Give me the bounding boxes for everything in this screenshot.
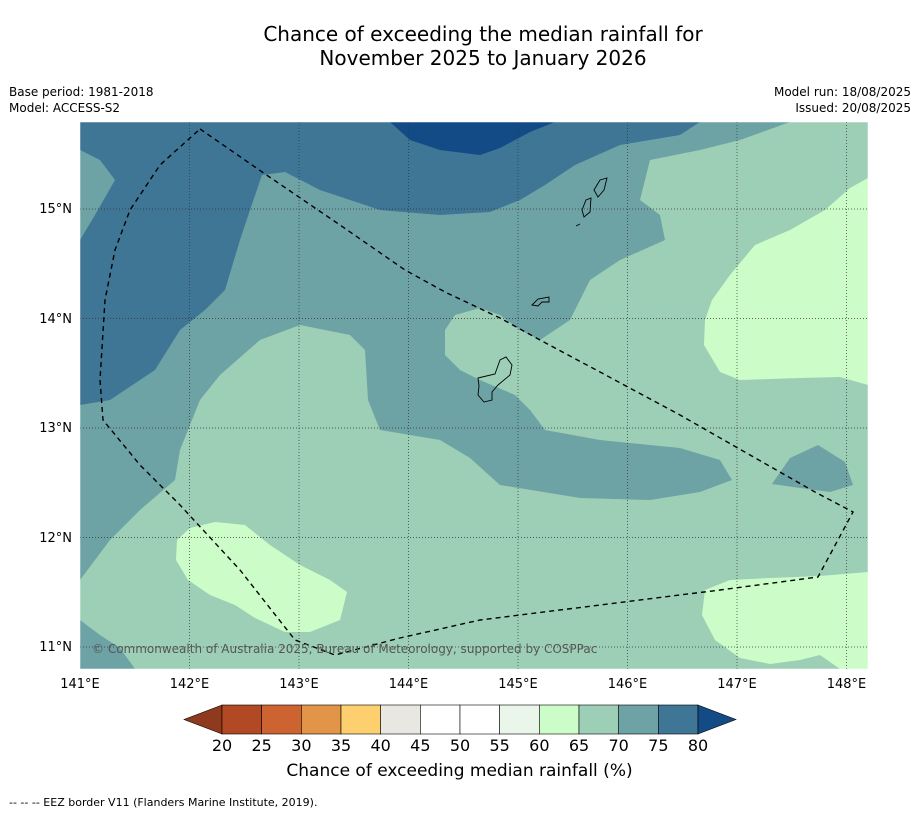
- colorbar-tick-label: 25: [251, 736, 271, 755]
- lon-label: 144°E: [389, 677, 429, 692]
- contour-60-65-southeast: [702, 572, 868, 669]
- colorbar-segment: [420, 704, 461, 735]
- lat-label: 13°N: [39, 421, 72, 436]
- lon-label: 146°E: [608, 677, 648, 692]
- colorbar-tick-label: 40: [370, 736, 390, 755]
- lat-label: 14°N: [39, 312, 72, 327]
- colorbar-tick-label: 50: [450, 736, 470, 755]
- colorbar-segment: [459, 704, 500, 735]
- graticule: [80, 122, 868, 669]
- colorbar-segment: [658, 704, 699, 735]
- colorbar-extend-high: [697, 704, 737, 735]
- colorbar-segment: [578, 704, 619, 735]
- base-period: Base period: 1981-2018: [9, 85, 154, 99]
- copyright-notice: © Commonwealth of Australia 2025, Bureau…: [92, 642, 597, 656]
- rota-island: [531, 296, 550, 307]
- colorbar-segment: [618, 704, 659, 735]
- colorbar-tick-label: 35: [331, 736, 351, 755]
- colorbar-tick-label: 30: [291, 736, 311, 755]
- issued-date: Issued: 20/08/2025: [795, 101, 911, 115]
- colorbar-tick-label: 65: [569, 736, 589, 755]
- colorbar-tick-label: 60: [529, 736, 549, 755]
- map-frame: [79, 121, 869, 670]
- colorbar-segment: [539, 704, 580, 735]
- eez-border: [99, 128, 854, 656]
- colorbar-tick-label: 70: [608, 736, 628, 755]
- contour-80-plus: [390, 122, 555, 155]
- colorbar-tick-label: 75: [648, 736, 668, 755]
- lat-label: 11°N: [39, 640, 72, 655]
- colorbar-tick-label: 55: [489, 736, 509, 755]
- footnote: -- -- -- EEZ border V11 (Flanders Marine…: [9, 796, 318, 809]
- lon-label: 143°E: [279, 677, 319, 692]
- contour-70-75-southwest: [80, 620, 135, 669]
- lon-label: 141°E: [60, 677, 100, 692]
- aguijan-island: [575, 223, 581, 227]
- lon-axis: 141°E 142°E 143°E 144°E 145°E 146°E 147°…: [60, 677, 866, 692]
- lat-label: 12°N: [39, 531, 72, 546]
- contour-75-80: [80, 122, 700, 405]
- colorbar-tick-label: 80: [688, 736, 708, 755]
- title-line-1: Chance of exceeding the median rainfall …: [263, 22, 703, 46]
- map-plot-area: © Commonwealth of Australia 2025, Bureau…: [80, 122, 868, 669]
- colorbar-segment: [340, 704, 381, 735]
- lon-label: 145°E: [498, 677, 538, 692]
- model-run: Model run: 18/08/2025: [773, 85, 911, 99]
- contour-60-65-west: [176, 522, 347, 632]
- colorbar-segment: [499, 704, 540, 735]
- contour-70-75: [80, 122, 868, 580]
- lon-label: 147°E: [717, 677, 757, 692]
- contour-60-65-east: [704, 178, 868, 385]
- colorbar: [183, 704, 737, 735]
- colorbar-extend-low: [183, 704, 223, 735]
- saipan-island: [593, 177, 608, 198]
- colorbar-tick-label: 20: [212, 736, 232, 755]
- colorbar-segment: [261, 704, 302, 735]
- model-name: Model: ACCESS-S2: [9, 101, 121, 115]
- colorbar-label: Chance of exceeding median rainfall (%): [286, 761, 633, 781]
- colorbar-segment: [221, 704, 262, 735]
- map-title: Chance of exceeding the median rainfall …: [0, 22, 919, 70]
- contour-70-75-blob: [772, 445, 853, 492]
- islands: [477, 177, 608, 403]
- tinian-island: [581, 197, 592, 218]
- colorbar-segment: [380, 704, 421, 735]
- colorbar-segment: [301, 704, 342, 735]
- lat-label: 15°N: [39, 202, 72, 217]
- colorbar-tick-label: 45: [410, 736, 430, 755]
- meta-left: Base period: 1981-2018 Model: ACCESS-S2: [9, 84, 154, 116]
- colorbar-ticks: 20 25 30 35 40 45 50 55 60 65 70 75 80: [212, 736, 708, 755]
- lon-label: 142°E: [170, 677, 210, 692]
- guam-island: [477, 356, 513, 403]
- lon-label: 148°E: [827, 677, 867, 692]
- lat-axis: 15°N 14°N 13°N 12°N 11°N: [39, 202, 72, 655]
- title-line-2: November 2025 to January 2026: [319, 46, 647, 70]
- meta-right: Model run: 18/08/2025 Issued: 20/08/2025: [774, 84, 911, 116]
